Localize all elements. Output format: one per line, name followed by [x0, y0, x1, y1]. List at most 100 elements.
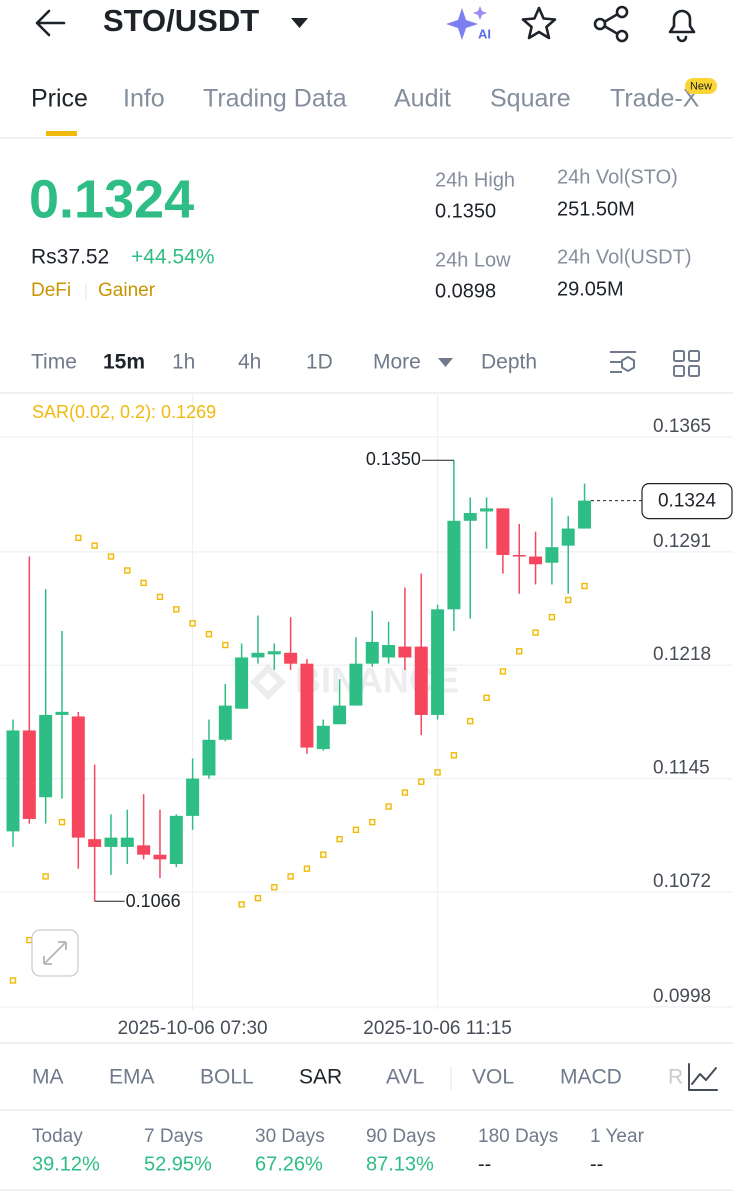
candle-body	[463, 513, 477, 521]
perf-value: --	[478, 1153, 491, 1175]
watermark-logo	[250, 664, 286, 700]
candle-body	[120, 837, 134, 847]
more-dropdown	[438, 358, 453, 367]
sar-dot	[222, 641, 229, 649]
sar-dot	[499, 668, 507, 675]
sar-dot	[303, 865, 311, 872]
indicator-tab[interactable]: AVL	[386, 1066, 424, 1089]
stat-value: 29.05M	[557, 278, 624, 300]
candle-body	[496, 508, 510, 555]
sar-dot	[401, 789, 409, 796]
candle-body	[382, 645, 396, 658]
interval[interactable]: 15m	[103, 351, 145, 374]
expand-button[interactable]	[31, 929, 79, 977]
stat-value: 0.1350	[435, 200, 496, 222]
sar-dot	[238, 901, 245, 908]
layout-button[interactable]	[673, 350, 700, 377]
candle-body	[267, 651, 281, 655]
sar-dot	[287, 873, 294, 880]
tab[interactable]: Trading Data	[203, 85, 347, 113]
candle-body	[104, 837, 118, 847]
tab-indicator	[46, 131, 77, 136]
interval[interactable]: 4h	[238, 351, 261, 374]
candle-body	[300, 663, 314, 748]
stat-value: 0.0898	[435, 280, 496, 302]
candle-body	[284, 652, 298, 664]
candle-body	[431, 609, 445, 715]
pair-title[interactable]: STO/USDT	[103, 3, 259, 38]
sar-dot	[418, 778, 425, 785]
interval[interactable]: More	[373, 351, 421, 374]
tab[interactable]: Price	[31, 85, 88, 113]
sar-dot	[189, 620, 196, 627]
alert-button[interactable]	[668, 9, 696, 43]
perf-label: Today	[32, 1126, 83, 1147]
candle-body	[186, 778, 200, 816]
interval[interactable]: 1D	[306, 351, 333, 374]
sar-dot	[205, 630, 213, 638]
sar-dot	[91, 542, 98, 549]
stat-label: 24h High	[435, 169, 515, 191]
candle-body	[55, 711, 69, 715]
indicator-tab[interactable]: SAR	[299, 1066, 342, 1089]
candle-body	[333, 705, 347, 725]
indicator-tab[interactable]: MACD	[560, 1066, 622, 1089]
perf-value: 39.12%	[32, 1153, 100, 1175]
candle-body	[6, 730, 20, 832]
sar-dot	[9, 977, 17, 984]
stat-label: 24h Vol(USDT)	[557, 246, 692, 268]
ai-button[interactable]: AI	[446, 6, 491, 41]
sar-dot	[254, 894, 262, 902]
perf-value: 52.95%	[144, 1153, 212, 1175]
plot: 0.1365 0.1291 0.1218 0.1145 0.1072 0.0998 2025…	[6, 416, 733, 1039]
y-tick-label: 0.1291	[653, 531, 711, 552]
candle-body	[251, 652, 265, 658]
indicator-tab[interactable]: MA	[32, 1066, 64, 1089]
tab[interactable]: Square	[490, 85, 571, 113]
candle-body	[71, 716, 85, 838]
indicator-tab[interactable]: EMA	[109, 1066, 155, 1089]
tag[interactable]: Gainer	[98, 280, 156, 301]
interval[interactable]: Time	[31, 351, 77, 374]
indicator-tab[interactable]: R	[668, 1066, 683, 1089]
candle-body	[512, 554, 526, 557]
sar-dot	[581, 582, 588, 590]
candle-body	[349, 663, 363, 706]
tab[interactable]: Info	[123, 85, 165, 113]
indicator-settings-button[interactable]	[688, 1063, 718, 1091]
share-button[interactable]	[593, 5, 629, 43]
sar-dot	[532, 629, 539, 636]
indicator-tab[interactable]: BOLL	[200, 1066, 254, 1089]
candle-body	[88, 839, 102, 847]
candle-body	[218, 705, 232, 740]
chart-settings-button[interactable]	[610, 351, 636, 373]
tag[interactable]: DeFi	[31, 280, 71, 301]
stat-label: 24h Low	[435, 249, 511, 271]
last-price: 0.1324	[29, 169, 194, 229]
perf-value: 87.13%	[366, 1153, 434, 1175]
sar-dot	[320, 851, 327, 858]
perf-label: 90 Days	[366, 1126, 436, 1147]
x-tick-label: 2025-10-06 11:15	[363, 1018, 512, 1039]
candle-body	[202, 739, 216, 776]
candle-body	[480, 508, 494, 512]
favorite-button[interactable]	[521, 6, 557, 40]
interval[interactable]: 1h	[172, 351, 195, 374]
y-tick-label: 0.1145	[653, 758, 710, 779]
candle-body	[414, 646, 428, 715]
tab[interactable]: Trade-X	[610, 85, 700, 113]
interval[interactable]: Depth	[481, 351, 537, 374]
sar-dot	[548, 613, 556, 621]
stat-value: 251.50M	[557, 198, 635, 220]
candle-body	[578, 500, 592, 529]
pair-dropdown[interactable]	[291, 18, 308, 28]
ai-label: AI	[478, 26, 491, 41]
sar-dot	[124, 567, 131, 574]
back-button[interactable]	[35, 9, 66, 37]
sar-dot	[336, 835, 343, 843]
indicator-tab[interactable]: VOL	[472, 1066, 514, 1089]
tab[interactable]: Audit	[394, 85, 451, 113]
perf-value: 67.26%	[255, 1153, 323, 1175]
y-tick-label: 0.1218	[653, 644, 711, 665]
sar-dot	[140, 579, 147, 587]
